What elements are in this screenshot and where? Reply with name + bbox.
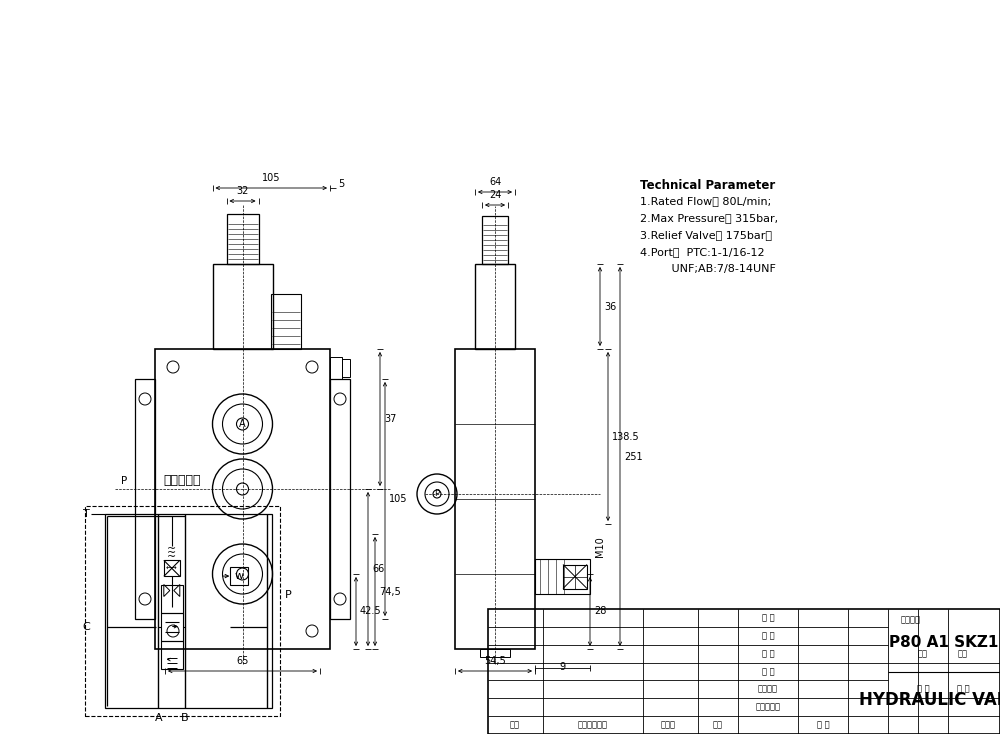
Text: 65: 65 — [236, 656, 249, 666]
Text: 工艺检查: 工艺检查 — [758, 685, 778, 694]
Text: M10: M10 — [595, 537, 605, 557]
Text: 105: 105 — [262, 173, 280, 183]
Text: 251: 251 — [624, 451, 643, 462]
Text: ~: ~ — [167, 545, 176, 554]
Bar — [226, 214, 258, 264]
Text: A: A — [155, 713, 162, 723]
Text: 42.5: 42.5 — [360, 606, 382, 617]
Text: 3.Relief Valve： 175bar；: 3.Relief Valve： 175bar； — [640, 230, 772, 240]
Text: 66: 66 — [372, 564, 384, 574]
Text: 54,5: 54,5 — [484, 656, 506, 666]
Text: 标记: 标记 — [510, 721, 520, 730]
Text: 24: 24 — [489, 190, 501, 200]
Text: 1.Rated Flow： 80L/min;: 1.Rated Flow： 80L/min; — [640, 196, 771, 206]
Text: 4.Port：  PTC:1-1/16-12: 4.Port： PTC:1-1/16-12 — [640, 247, 765, 257]
Text: 日期: 日期 — [713, 721, 723, 730]
Bar — [535, 559, 590, 594]
Bar — [563, 564, 587, 589]
Text: UNF;AB:7/8-14UNF: UNF;AB:7/8-14UNF — [640, 264, 776, 274]
Bar — [488, 609, 1000, 734]
Bar — [161, 584, 183, 612]
Text: 37: 37 — [384, 414, 396, 424]
Text: ~: ~ — [167, 548, 176, 559]
Text: P: P — [285, 590, 292, 600]
Bar — [270, 294, 300, 349]
Text: 74,5: 74,5 — [379, 586, 401, 597]
Bar — [475, 264, 515, 349]
Bar — [164, 560, 180, 576]
Text: B: B — [181, 713, 189, 723]
Bar — [455, 349, 535, 649]
Text: 比例: 比例 — [958, 649, 968, 658]
Text: 64: 64 — [489, 177, 501, 187]
Text: w: w — [235, 571, 244, 581]
Text: A: A — [239, 419, 246, 429]
Text: P: P — [434, 490, 440, 498]
Text: 32: 32 — [236, 186, 249, 196]
Text: HYDRAULIC VALVE: HYDRAULIC VALVE — [859, 691, 1000, 709]
Text: C: C — [82, 622, 90, 631]
Text: P: P — [121, 476, 127, 486]
Text: 28: 28 — [594, 606, 606, 617]
Text: 图样标记: 图样标记 — [901, 615, 921, 624]
Text: 审 核: 审 核 — [817, 721, 829, 730]
Bar — [480, 649, 510, 657]
Bar — [85, 506, 280, 716]
Text: 138.5: 138.5 — [612, 432, 640, 441]
Text: T: T — [83, 509, 90, 519]
Bar — [230, 567, 248, 585]
Text: 更改人: 更改人 — [660, 721, 676, 730]
Bar — [105, 514, 272, 708]
Text: 2.Max Pressure： 315bar,: 2.Max Pressure： 315bar, — [640, 213, 778, 223]
Text: 标准化检查: 标准化检查 — [756, 702, 780, 712]
Text: 5: 5 — [338, 179, 344, 189]
Text: 描 图: 描 图 — [762, 649, 774, 658]
Bar — [342, 359, 350, 377]
Bar — [161, 641, 183, 669]
Text: 105: 105 — [389, 494, 408, 504]
Bar — [155, 349, 330, 649]
Text: 更改内容摘要: 更改内容摘要 — [578, 721, 608, 730]
Bar — [135, 379, 155, 619]
Text: 重量: 重量 — [918, 649, 928, 658]
Bar — [212, 264, 272, 349]
Text: ~: ~ — [167, 552, 176, 562]
Bar — [482, 216, 508, 264]
Bar — [161, 612, 183, 641]
Text: P80 A1 SKZ1: P80 A1 SKZ1 — [889, 635, 999, 650]
Text: 第 页: 第 页 — [957, 685, 969, 694]
Text: 制 图: 制 图 — [762, 631, 774, 640]
Text: ←→: ←→ — [166, 565, 178, 571]
Bar — [330, 379, 350, 619]
Text: 9: 9 — [559, 662, 566, 672]
Bar — [330, 357, 342, 379]
Text: 液压原理图: 液压原理图 — [164, 474, 201, 487]
Text: 36: 36 — [604, 302, 616, 311]
Text: 设 计: 设 计 — [762, 614, 774, 622]
Text: Technical Parameter: Technical Parameter — [640, 179, 775, 192]
Text: 共 页: 共 页 — [917, 685, 929, 694]
Text: 校 对: 校 对 — [762, 667, 774, 676]
